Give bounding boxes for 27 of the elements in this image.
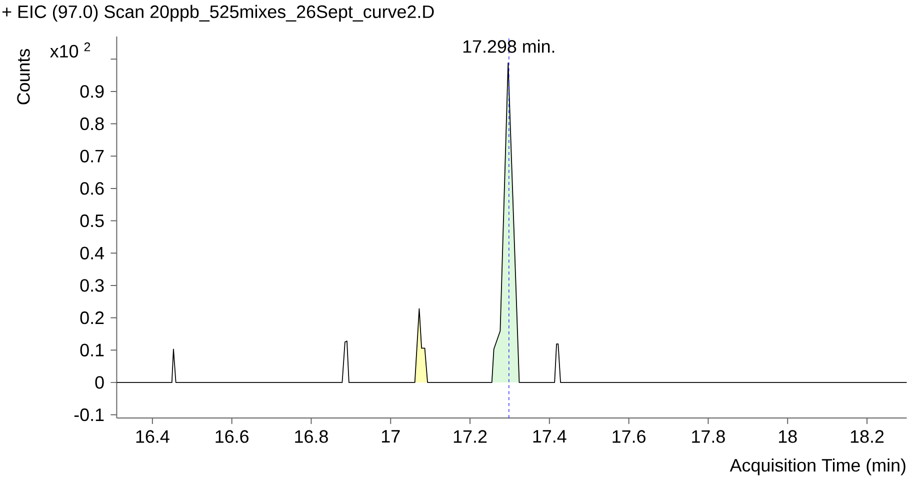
y-tick-label: 0.9 [80,85,104,98]
x-tick-label: 17.8 [692,430,725,443]
y-tick-label: 0.2 [80,311,104,324]
y-tick-label: 0 [95,376,104,389]
x-tick-label: 17.6 [612,430,646,443]
x-tick-label: 16.8 [295,430,328,443]
x-tick-label: 18.2 [850,430,884,443]
x-tick-label: 16.4 [136,430,170,443]
y-tick-label: 0.3 [80,279,104,292]
y-tick-label: 0.5 [80,214,104,228]
x-tick-label: 16.6 [216,430,248,443]
y-tick-label: 0.8 [80,117,104,130]
line-series [116,62,907,383]
x-tick-label: 17 [382,430,400,443]
x-tick-label: 18 [778,430,797,443]
y-tick-label: 0.1 [80,344,104,356]
chart-title: + EIC (97.0) Scan 20ppb_525mixes_26Sept_curve2.D [2,4,434,22]
y-tick-label: -0.1 [74,408,104,422]
y-tick-label: 0.4 [80,246,104,260]
text: x10 $^{2}$ [50,42,90,58]
x-tick-label: 17.2 [454,430,487,443]
y-axis-title: Counts [17,49,30,104]
y-tick-label: 0.6 [80,182,104,195]
x-tick-label: 17.4 [533,430,566,443]
x-axis-title: Acquisition Time (min) [730,458,906,476]
y-tick-label: 0.7 [80,150,104,162]
ref-line-label: 17.298 min. [463,40,554,53]
